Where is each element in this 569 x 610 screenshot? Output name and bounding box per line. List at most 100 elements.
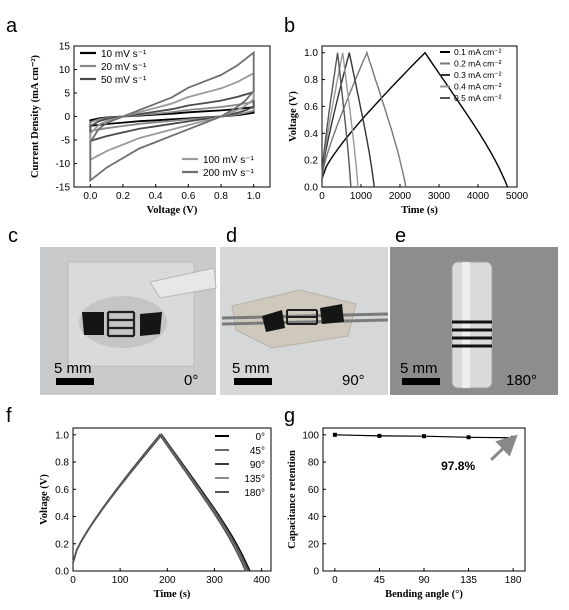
y-axis-title-f: Voltage (V)	[39, 474, 50, 525]
chart-g-retention: 0 45 90 135 180 0 20 40 60 80 100 Bending angle (°)…	[287, 427, 526, 600]
plot-frame-f	[72, 427, 272, 572]
legend-label-f: 135°	[244, 474, 265, 485]
retention-point	[511, 435, 516, 440]
panel-letter-b: b	[284, 15, 295, 37]
gcd-curve-f-0	[72, 433, 251, 572]
legend-label-b: 0.1 mA cm⁻²	[454, 47, 502, 57]
x-tick-label-f: 100	[112, 575, 129, 586]
annotation-arrow	[490, 434, 518, 461]
y-tick-label-f: 0.8	[55, 458, 69, 469]
photo-d-scale-label: 5 mm	[232, 360, 270, 377]
y-tick-label-a: 0	[64, 112, 70, 123]
annotation-label: 97.8%	[441, 459, 475, 473]
legend-label-b: 0.3 mA cm⁻²	[454, 70, 502, 80]
y-tick-label-f: 0.2	[55, 539, 69, 550]
y-tick-label-g: 80	[308, 458, 320, 469]
legend-label-f: 90°	[250, 460, 265, 471]
photo-c-tweezer	[149, 267, 217, 299]
y-tick-label-g: 60	[308, 485, 320, 496]
gcd-curve-b-3	[321, 52, 359, 188]
y-tick-label-b: 0.6	[304, 102, 318, 113]
panel-letter-g: g	[284, 405, 295, 427]
x-axis-title-b: Time (s)	[401, 205, 438, 216]
chart-a-cv-curves: 0.0 0.2 0.4 0.6 0.8 1.0 -15 -10 -5 0 5 10 15 Voltage …	[30, 42, 271, 216]
gcd-curve-b-0	[321, 51, 509, 188]
photo-d-electrode-left	[262, 310, 285, 332]
plot-frame-b	[321, 45, 518, 188]
y-tick-label-b: 0.2	[304, 156, 318, 167]
legend-label-f: 180°	[244, 488, 265, 499]
gcd-curve-b-1	[321, 50, 407, 188]
legend-label-f: 0°	[255, 432, 265, 443]
gcd-curve-b-2	[321, 52, 375, 188]
photo-e: 5 mm 180°	[390, 247, 558, 395]
photo-c-angle-label: 0°	[184, 372, 198, 389]
y-tick-label-b: 1.0	[304, 48, 318, 59]
y-axis-title-b: Voltage (V)	[288, 91, 299, 142]
photo-c-scalebar	[56, 378, 94, 385]
gcd-curve-f-3	[72, 433, 248, 572]
panel-letter-e: e	[395, 225, 406, 247]
retention-point	[422, 434, 426, 439]
gcd-curve-f-2	[72, 433, 249, 572]
legend-label-f: 45°	[250, 446, 265, 457]
x-tick-label-b: 4000	[467, 191, 490, 202]
legend-label-a: 10 mV s⁻¹	[101, 49, 147, 60]
x-tick-label-f: 0	[70, 575, 76, 586]
y-tick-label-g: 20	[308, 539, 320, 550]
retention-point	[377, 433, 382, 438]
y-tick-label-f: 0.0	[55, 567, 69, 578]
cv-loop-4	[89, 50, 255, 183]
panel-letter-f: f	[6, 405, 12, 427]
x-tick-label-g: 135	[460, 575, 477, 586]
legend-label-a: 20 mV s⁻¹	[101, 62, 147, 73]
photo-e-wrapped-device	[452, 320, 492, 348]
photo-c-electrode-left	[82, 312, 104, 335]
y-tick-label-f: 1.0	[55, 430, 69, 441]
y-tick-label-a: 10	[59, 65, 71, 76]
legend-label-b: 0.4 mA cm⁻²	[454, 82, 502, 92]
y-tick-label-a: -5	[61, 136, 70, 147]
cv-loop-3	[89, 71, 255, 162]
legend-label-b: 0.5 mA cm⁻²	[454, 93, 502, 103]
x-tick-label-b: 2000	[389, 191, 412, 202]
photo-c-interdigitated-pattern	[106, 310, 136, 338]
photo-d-scalebar	[234, 378, 272, 385]
y-tick-label-a: 15	[59, 42, 71, 53]
y-axis-title-a: Current Density (mA cm⁻²)	[30, 54, 41, 178]
gcd-curve-b-4	[321, 52, 352, 188]
x-axis-title-a: Voltage (V)	[147, 205, 198, 216]
x-tick-label-f: 400	[253, 575, 270, 586]
photo-e-scalebar	[402, 378, 440, 385]
legend-label-a: 100 mV s⁻¹	[203, 155, 255, 166]
x-tick-label-g: 90	[418, 575, 430, 586]
chart-b-gcd-curves: 0 1000 2000 3000 4000 5000 0.0 0.2 0.4 0.6 0.8 1.0 T…	[288, 45, 529, 216]
x-tick-label-a: 0.2	[116, 191, 130, 202]
photo-e-angle-label: 180°	[506, 372, 537, 389]
y-tick-label-a: -15	[56, 183, 71, 194]
y-tick-label-a: 5	[64, 89, 70, 100]
photo-c: 5 mm 0°	[40, 247, 217, 395]
y-tick-label-f: 0.4	[55, 512, 69, 523]
y-tick-label-b: 0.0	[304, 183, 318, 194]
photo-c-electrode-right	[140, 312, 162, 336]
x-tick-label-g: 45	[374, 575, 386, 586]
y-tick-label-a: -10	[56, 159, 71, 170]
photo-d-interdigitated-pattern	[286, 309, 318, 325]
gcd-curve-f-4	[72, 433, 247, 572]
photo-d: 5 mm 90°	[220, 247, 389, 395]
y-tick-label-g: 0	[313, 567, 319, 578]
legend-label-b: 0.2 mA cm⁻²	[454, 59, 502, 69]
plot-frame-g	[322, 427, 526, 572]
x-tick-label-b: 1000	[350, 191, 373, 202]
photo-e-scale-label: 5 mm	[400, 360, 438, 377]
x-axis-title-g: Bending angle (°)	[385, 589, 463, 600]
photo-d-bent-substrate	[231, 289, 357, 349]
photo-c-scale-label: 5 mm	[54, 360, 92, 377]
y-tick-label-b: 0.4	[304, 129, 318, 140]
x-tick-label-g: 0	[332, 575, 338, 586]
y-tick-label-g: 100	[302, 430, 319, 441]
x-tick-label-a: 1.0	[247, 191, 261, 202]
cv-loop-2	[89, 90, 255, 143]
